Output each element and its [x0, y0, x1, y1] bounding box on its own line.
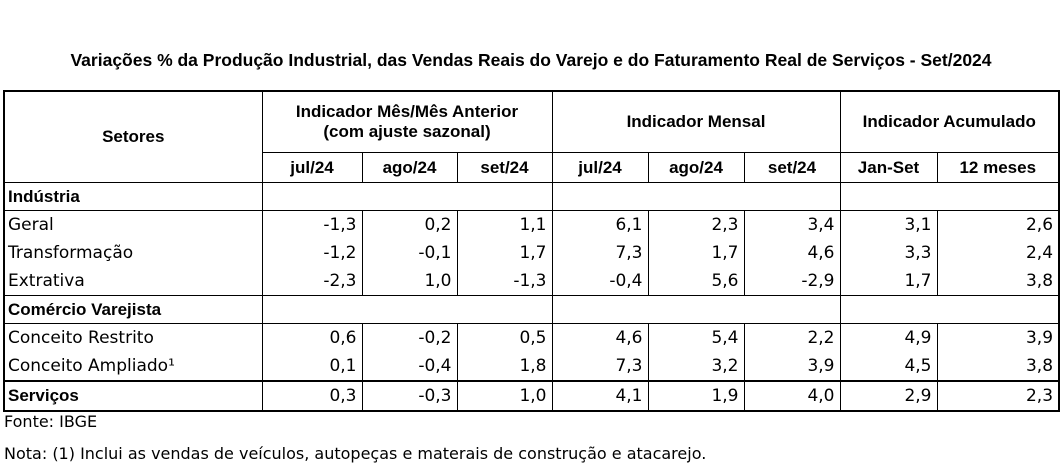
table-cell: 1,7 [648, 239, 745, 267]
table-cell: 0,1 [262, 352, 363, 381]
header-month: set/24 [457, 152, 553, 183]
table-cell: 1,1 [457, 210, 553, 239]
table-cell: -2,3 [262, 267, 363, 296]
table-cell: -0,2 [362, 323, 458, 352]
table-cell: -1,2 [262, 239, 363, 267]
header-month: jul/24 [552, 152, 649, 183]
table-cell: 0,3 [262, 380, 363, 412]
table-cell: 3,9 [744, 352, 841, 381]
table-cell: 0,2 [362, 210, 458, 239]
table-cell: 0,6 [262, 323, 363, 352]
header-row-months: jul/24 ago/24 set/24 jul/24 ago/24 set/2… [4, 152, 1061, 183]
row-label: Transformação [3, 239, 263, 267]
table-row: Serviços 0,3 -0,3 1,0 4,1 1,9 4,0 2,9 2,3 [3, 380, 1061, 412]
section-empty-cell [262, 182, 553, 211]
section-empty-cell [840, 295, 1061, 324]
table-cell: 4,1 [552, 380, 649, 412]
table-cell: 3,9 [937, 323, 1061, 352]
table-row: Geral -1,3 0,2 1,1 6,1 2,3 3,4 3,1 2,6 [3, 210, 1061, 239]
table-cell: 2,6 [937, 210, 1061, 239]
table-row: Conceito Restrito 0,6 -0,2 0,5 4,6 5,4 2,2 4,9 3… [3, 323, 1061, 352]
table-cell: 5,4 [648, 323, 745, 352]
header-month: ago/24 [362, 152, 458, 183]
table-cell: 1,0 [362, 267, 458, 296]
section-label: Comércio Varejista [3, 295, 263, 324]
header-month: set/24 [744, 152, 841, 183]
section-row: Comércio Varejista [3, 295, 1061, 324]
table-cell: 4,6 [744, 239, 841, 267]
table-cell: 4,9 [840, 323, 938, 352]
table-cell: 1,9 [648, 380, 745, 412]
table-cell: -1,3 [262, 210, 363, 239]
header-row-groups: Setores Indicador Mês/Mês Anterior (com … [3, 90, 1061, 183]
table-cell: -0,3 [362, 380, 458, 412]
table-cell: 5,6 [648, 267, 745, 296]
table-cell: 1,0 [457, 380, 553, 412]
row-label: Serviços [3, 380, 263, 412]
header-month: Jan-Set [840, 152, 938, 183]
table-cell: 6,1 [552, 210, 649, 239]
header-setores: Setores [3, 90, 263, 183]
table-cell: -0,1 [362, 239, 458, 267]
header-month: 12 meses [937, 152, 1061, 183]
table-cell: 2,4 [937, 239, 1061, 267]
table-row: Conceito Ampliado¹ 0,1 -0,4 1,8 7,3 3,2 3,9 4,5… [3, 352, 1061, 381]
table-title: Variações % da Produção Industrial, das … [70, 50, 992, 70]
table-cell: 2,3 [648, 210, 745, 239]
row-label: Geral [3, 210, 263, 239]
table-cell: 2,3 [937, 380, 1061, 412]
header-group-acumulado: Indicador Acumulado [840, 90, 1061, 153]
table-row: Extrativa -2,3 1,0 -1,3 -0,4 5,6 -2,9 1,7 3,8 [3, 267, 1061, 296]
footer-nota: Nota: (1) Inclui as vendas de veículos, … [4, 444, 707, 463]
header-group-mensal: Indicador Mensal [552, 90, 841, 153]
row-label: Conceito Ampliado¹ [3, 352, 263, 381]
table-cell: 4,6 [552, 323, 649, 352]
table-cell: 3,8 [937, 267, 1061, 296]
table-cell: 1,8 [457, 352, 553, 381]
table-cell: -0,4 [362, 352, 458, 381]
table-cell: 3,4 [744, 210, 841, 239]
table-cell: 7,3 [552, 352, 649, 381]
table-cell: 1,7 [457, 239, 553, 267]
section-row: Indústria [3, 182, 1061, 211]
table-cell: 3,8 [937, 352, 1061, 381]
table-cell: 4,5 [840, 352, 938, 381]
table-cell: -2,9 [744, 267, 841, 296]
section-empty-cell [262, 295, 553, 324]
section-empty-cell [840, 182, 1061, 211]
header-month: jul/24 [262, 152, 363, 183]
table-cell: -0,4 [552, 267, 649, 296]
table-cell: 3,2 [648, 352, 745, 381]
header-group1-line2: (com ajuste sazonal) [323, 122, 491, 141]
row-label: Conceito Restrito [3, 323, 263, 352]
header-month: ago/24 [648, 152, 745, 183]
row-label: Extrativa [3, 267, 263, 296]
table-cell: 7,3 [552, 239, 649, 267]
table-cell: 2,9 [840, 380, 938, 412]
footer-fonte: Fonte: IBGE [4, 412, 98, 431]
table-cell: 3,3 [840, 239, 938, 267]
section-empty-cell [552, 182, 841, 211]
section-label: Indústria [3, 182, 263, 211]
table-cell: 3,1 [840, 210, 938, 239]
table-row: Transformação -1,2 -0,1 1,7 7,3 1,7 4,6 3,3 2,4 [3, 239, 1061, 267]
table-cell: 2,2 [744, 323, 841, 352]
table-cell: 1,7 [840, 267, 938, 296]
section-empty-cell [552, 295, 841, 324]
header-group1-line1: Indicador Mês/Mês Anterior [295, 102, 519, 121]
data-table: Setores Indicador Mês/Mês Anterior (com … [3, 90, 1061, 412]
header-group-mes-mes: Indicador Mês/Mês Anterior (com ajuste s… [262, 90, 553, 153]
table-cell: 4,0 [744, 380, 841, 412]
table-cell: -1,3 [457, 267, 553, 296]
table-cell: 0,5 [457, 323, 553, 352]
